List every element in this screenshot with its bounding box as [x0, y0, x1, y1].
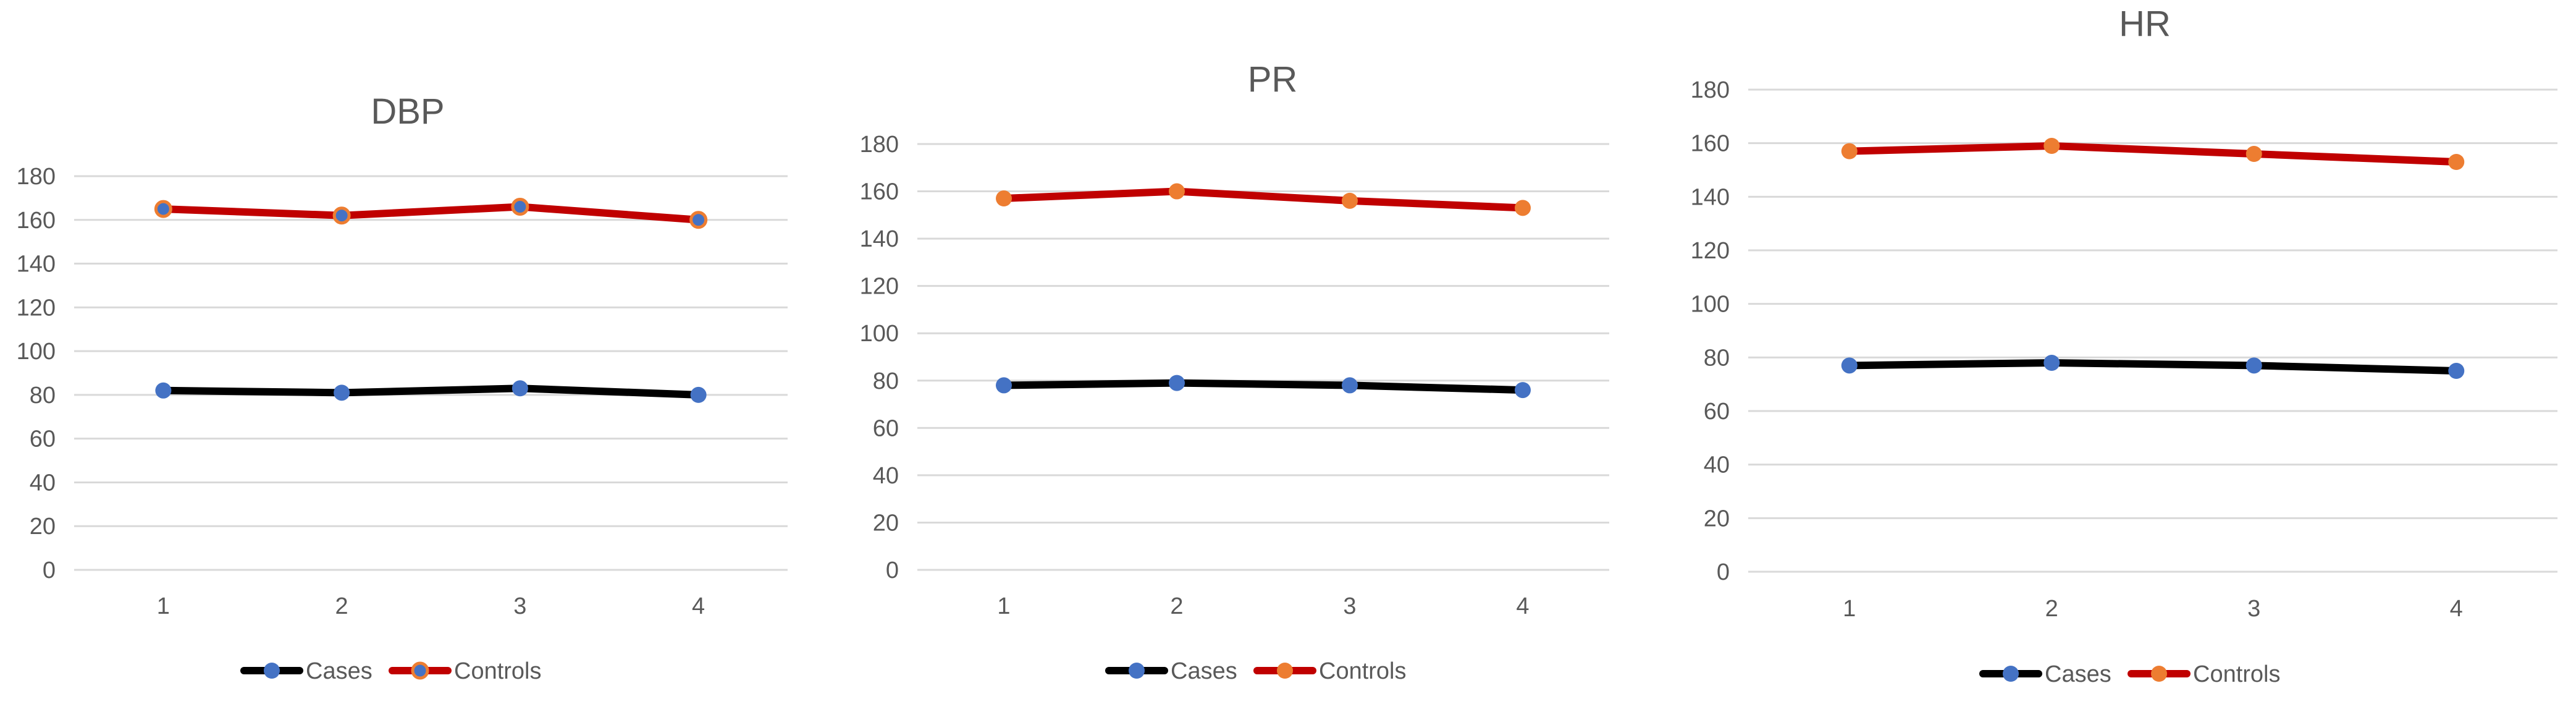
legend-label: Controls	[2193, 661, 2281, 687]
x-tick-label: 2	[335, 593, 348, 619]
x-tick-label: 1	[997, 593, 1010, 619]
data-point-controls	[2448, 154, 2465, 170]
x-tick-label: 4	[1516, 593, 1529, 619]
data-point-cases	[2044, 355, 2060, 371]
data-point-controls	[154, 200, 172, 218]
legend-swatch-marker	[2151, 666, 2167, 682]
legend-label: Controls	[1319, 658, 1407, 684]
chart-title: PR	[1248, 59, 1298, 100]
data-point-cases	[1169, 375, 1185, 391]
series-line-cases	[1000, 379, 1526, 394]
y-tick-label: 60	[1704, 399, 1730, 425]
legend-label: Cases	[2045, 661, 2111, 687]
y-tick-label: 160	[17, 208, 56, 234]
legend-label: Cases	[1171, 658, 1237, 684]
series-line-controls	[1845, 142, 2460, 166]
data-point-controls	[996, 190, 1012, 207]
x-tick-label: 3	[2247, 596, 2260, 622]
series-line-cases	[1845, 359, 2460, 375]
data-point-cases	[2246, 357, 2262, 374]
y-tick-label: 100	[1691, 292, 1730, 318]
data-point-controls	[2044, 138, 2060, 154]
y-tick-label: 20	[1704, 506, 1730, 532]
y-tick-label: 180	[1691, 77, 1730, 103]
chart-1: PR 0 20 40 60 80 100 120 140 160 180 1 2 3 4 Cases Contr…	[860, 59, 1609, 684]
y-tick-label: 160	[1691, 131, 1730, 157]
x-tick-label: 4	[2450, 596, 2463, 622]
data-point-controls	[332, 206, 351, 225]
data-point-cases	[155, 382, 172, 399]
chart-0: DBP 0 20 40 60 80 100 120 140 160 180 1 2 3 4 Cases Cont…	[17, 91, 788, 684]
series-line-cases	[159, 384, 702, 399]
legend-swatch-marker	[1277, 663, 1293, 679]
legend-swatch-marker	[411, 661, 429, 680]
y-tick-label: 140	[1691, 184, 1730, 210]
y-tick-label: 0	[1717, 559, 1730, 585]
chart-title: DBP	[371, 91, 444, 132]
data-point-controls	[689, 211, 708, 229]
chart-2: HR 0 20 40 60 80 100 120 140 160 180 1 2 3 4 Cases Contr…	[1691, 4, 2557, 687]
legend-swatch-marker	[1129, 663, 1145, 679]
legend-label: Controls	[454, 658, 542, 684]
data-point-cases	[2448, 363, 2465, 379]
y-tick-label: 160	[860, 179, 899, 205]
data-point-controls	[1841, 143, 1858, 159]
data-point-cases	[1841, 357, 1858, 374]
y-tick-label: 80	[1704, 345, 1730, 371]
data-point-controls	[511, 198, 529, 216]
y-tick-label: 40	[30, 470, 56, 496]
data-point-cases	[1515, 382, 1531, 399]
x-tick-label: 2	[1170, 593, 1183, 619]
y-tick-label: 180	[17, 164, 56, 190]
y-tick-label: 0	[43, 558, 56, 583]
y-tick-label: 80	[30, 383, 56, 409]
y-tick-label: 120	[1691, 238, 1730, 264]
y-tick-label: 60	[873, 415, 899, 441]
series-line-controls	[159, 203, 702, 224]
y-tick-label: 60	[30, 426, 56, 452]
y-tick-label: 20	[873, 510, 899, 536]
y-tick-label: 100	[860, 321, 899, 347]
data-point-cases	[996, 377, 1012, 394]
series-line-controls	[1000, 187, 1526, 212]
legend-swatch-marker	[264, 663, 280, 679]
data-point-cases	[1342, 377, 1358, 394]
data-point-controls	[1169, 183, 1185, 200]
data-point-cases	[511, 380, 528, 397]
y-tick-label: 0	[886, 558, 899, 583]
data-point-controls	[2246, 146, 2262, 162]
x-tick-label: 1	[1843, 596, 1856, 622]
y-tick-label: 80	[873, 368, 899, 394]
data-point-controls	[1342, 192, 1358, 209]
x-tick-label: 2	[2045, 596, 2058, 622]
data-point-cases	[690, 386, 707, 403]
x-tick-label: 3	[1343, 593, 1356, 619]
data-point-cases	[334, 384, 350, 401]
y-tick-label: 140	[17, 252, 56, 278]
x-tick-label: 3	[513, 593, 526, 619]
y-tick-label: 120	[17, 295, 56, 321]
legend-label: Cases	[306, 658, 373, 684]
y-tick-label: 40	[1704, 452, 1730, 478]
y-tick-label: 140	[860, 226, 899, 252]
legend-swatch-marker	[2003, 666, 2019, 682]
x-tick-label: 1	[157, 593, 170, 619]
y-tick-label: 40	[873, 463, 899, 489]
chart-title: HR	[2119, 4, 2171, 44]
y-tick-label: 180	[860, 132, 899, 158]
x-tick-label: 4	[692, 593, 705, 619]
y-tick-label: 120	[860, 274, 899, 300]
data-point-controls	[1515, 200, 1531, 216]
y-tick-label: 20	[30, 514, 56, 540]
y-tick-label: 100	[17, 339, 56, 365]
